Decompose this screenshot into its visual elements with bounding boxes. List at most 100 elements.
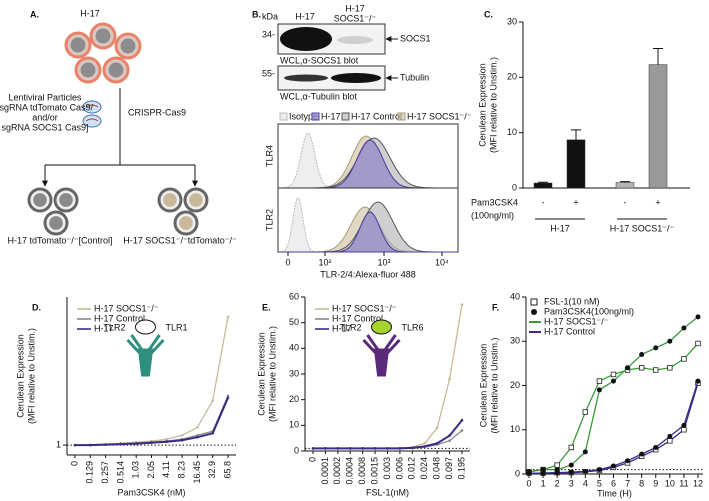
blot-caption: WCL,α-SOCS1 blot — [280, 55, 359, 65]
x-tick-label: 10 — [665, 478, 675, 488]
x-tick-label: 0.003 — [382, 457, 392, 480]
x-tick-label: - — [624, 197, 627, 207]
marker — [460, 418, 464, 422]
lane-label: H-17 — [345, 3, 365, 13]
x-tick-label: 0.257 — [100, 461, 110, 484]
y-axis-label: (MFI relative to Unstim.) — [26, 328, 36, 424]
marker — [226, 394, 230, 398]
x-tick-label: - — [542, 197, 545, 207]
receptor-label: TLR2 — [103, 322, 125, 332]
legend-label: H-17 SOCS1⁻/⁻ — [332, 303, 397, 313]
y-axis-label: Cerulean Expression — [478, 344, 488, 428]
x-tick-label: 0.006 — [394, 457, 404, 480]
legend-label: H-17 Control — [94, 313, 145, 323]
marker — [211, 431, 214, 435]
x-tick-label: 5 — [597, 478, 602, 488]
marker — [582, 468, 588, 474]
y-tick-label: 10 — [507, 127, 517, 137]
x-tick-label: 2.05 — [146, 461, 156, 479]
error-bar — [571, 129, 581, 140]
marker — [681, 427, 687, 433]
x-tick-label: 0.195 — [456, 457, 466, 480]
y-tick-label: 0 — [515, 468, 520, 478]
x-tick-label: 10² — [318, 257, 331, 267]
x-tick-label: 32.9 — [207, 461, 217, 479]
x-tick-label: 1 — [541, 478, 546, 488]
lane-label: SOCS1⁻/⁻ — [334, 13, 377, 23]
legend-label: H-17 SOCS1⁻/⁻ — [544, 316, 609, 326]
legend-label: FSL-1(10 nM) — [544, 296, 600, 306]
series-line — [74, 316, 229, 446]
x-axis-label: Time (H) — [597, 488, 632, 498]
marker — [681, 356, 687, 362]
marker — [526, 470, 532, 476]
x-tick-label: 6 — [611, 478, 616, 488]
marker — [398, 447, 402, 450]
marker — [373, 447, 377, 450]
series-line — [529, 383, 699, 474]
marker — [554, 470, 560, 476]
x-tick-label: 0 — [285, 257, 290, 267]
marker — [435, 426, 439, 430]
outcome: H-17 tdTomato⁻/⁻[Control] — [7, 235, 112, 245]
marker — [460, 429, 464, 432]
marker — [423, 445, 427, 448]
vector-text: Lentiviral Particles — [8, 92, 82, 102]
y-tick-label: 60 — [289, 291, 299, 301]
row-label: TLR2 — [264, 209, 274, 231]
band — [280, 27, 332, 51]
virus-icon — [82, 100, 102, 128]
marker — [611, 463, 616, 469]
legend-label: H-17 Control — [544, 326, 595, 336]
marker — [348, 447, 352, 450]
y-axis-label: (MFI relative to Unstim.) — [489, 337, 499, 433]
marker — [165, 440, 169, 443]
x-tick-label: 0.0015 — [369, 457, 379, 485]
marker — [361, 447, 364, 450]
marker — [625, 365, 631, 371]
marker — [435, 442, 439, 445]
nucleus — [95, 28, 111, 44]
x-axis-label: TLR-2/4:Alexa-fluor 488 — [320, 269, 416, 279]
x-tick-label: 0.0008 — [357, 457, 367, 485]
x-tick-label: 2 — [555, 478, 560, 488]
x-tick-label: 0.097 — [444, 457, 454, 480]
legend-label: H-17 SOCS1⁻/⁻ — [94, 303, 159, 313]
x-tick-label: 1.03 — [131, 461, 141, 479]
vector-text: and/or — [32, 112, 58, 122]
marker — [653, 345, 659, 351]
marker — [568, 469, 574, 475]
nucleus — [108, 62, 124, 78]
receptor-icon — [126, 334, 165, 377]
marker — [196, 433, 199, 437]
marker — [639, 451, 645, 457]
marker — [226, 315, 230, 319]
receptor-label: TLR2 — [339, 322, 361, 332]
series-line — [75, 397, 229, 447]
ligand-icon — [135, 319, 156, 335]
y-tick-label: 20 — [507, 72, 517, 82]
marker — [667, 338, 673, 344]
receptor-label: TLR6 — [402, 322, 424, 332]
x-tick-label: + — [573, 197, 578, 207]
x-tick-label: 10³ — [377, 257, 390, 267]
marker — [681, 325, 687, 331]
nucleus — [163, 193, 177, 207]
legend-label: Pam3CSK4(100ng/ml) — [544, 306, 634, 316]
row-label: TLR4 — [264, 145, 274, 167]
y-tick-label: 0 — [294, 445, 299, 455]
band — [337, 36, 373, 44]
marker — [554, 462, 560, 468]
bar — [615, 182, 635, 189]
y-tick-label: 20 — [289, 394, 299, 404]
marker — [596, 387, 602, 393]
legend-swatch — [311, 112, 320, 121]
nucleus — [179, 216, 193, 230]
blot-target: Tubulin — [400, 72, 429, 82]
legend-label: H-17 — [332, 323, 352, 333]
x-axis-label: Pam3CSK4 (nM) — [117, 487, 185, 497]
y-axis-label: (MFI relative to Unstim.) — [267, 326, 277, 422]
marker — [119, 442, 123, 446]
marker — [596, 378, 603, 384]
x-tick-label: 0 — [526, 478, 531, 488]
